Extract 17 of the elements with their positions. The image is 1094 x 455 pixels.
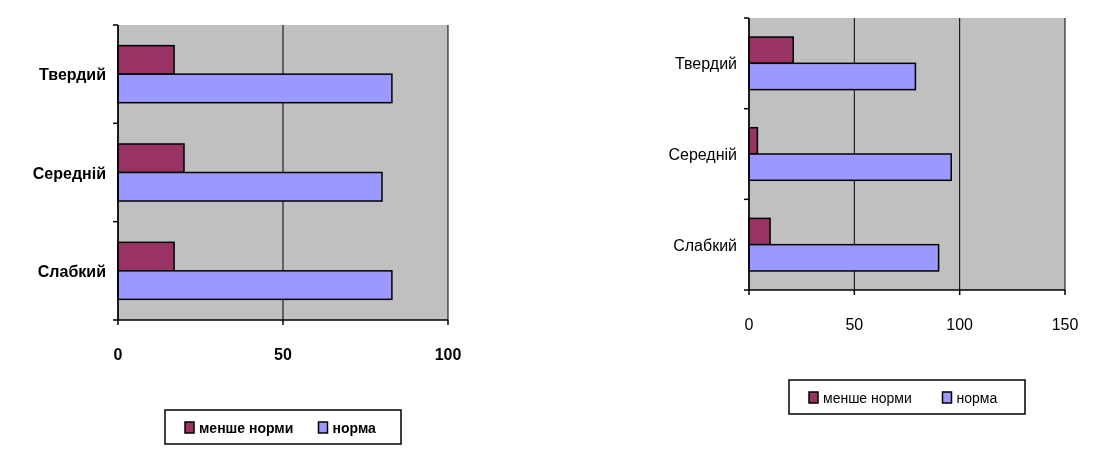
- y-tick-label: Твердий: [39, 66, 106, 84]
- y-tick-label: Слабкий: [673, 236, 737, 254]
- x-tick-label: 50: [274, 346, 292, 363]
- legend-label: менше норми: [199, 420, 294, 436]
- x-tick-label: 150: [1051, 316, 1079, 333]
- x-tick-label: 0: [113, 346, 123, 363]
- y-tick-label: Слабкий: [37, 262, 106, 280]
- x-tick-label: 100: [434, 346, 462, 363]
- y-tick-label: Твердий: [674, 55, 737, 73]
- y-tick-label: Середній: [32, 164, 106, 182]
- x-tick-label: 50: [845, 316, 864, 333]
- x-tick-label: 0: [744, 316, 754, 333]
- y-tick-label: Середній: [668, 146, 737, 163]
- x-tick-label: 100: [946, 316, 974, 333]
- legend-label: менше норми: [823, 390, 912, 406]
- legend-label: норма: [956, 390, 998, 406]
- legend-label: норма: [332, 420, 377, 436]
